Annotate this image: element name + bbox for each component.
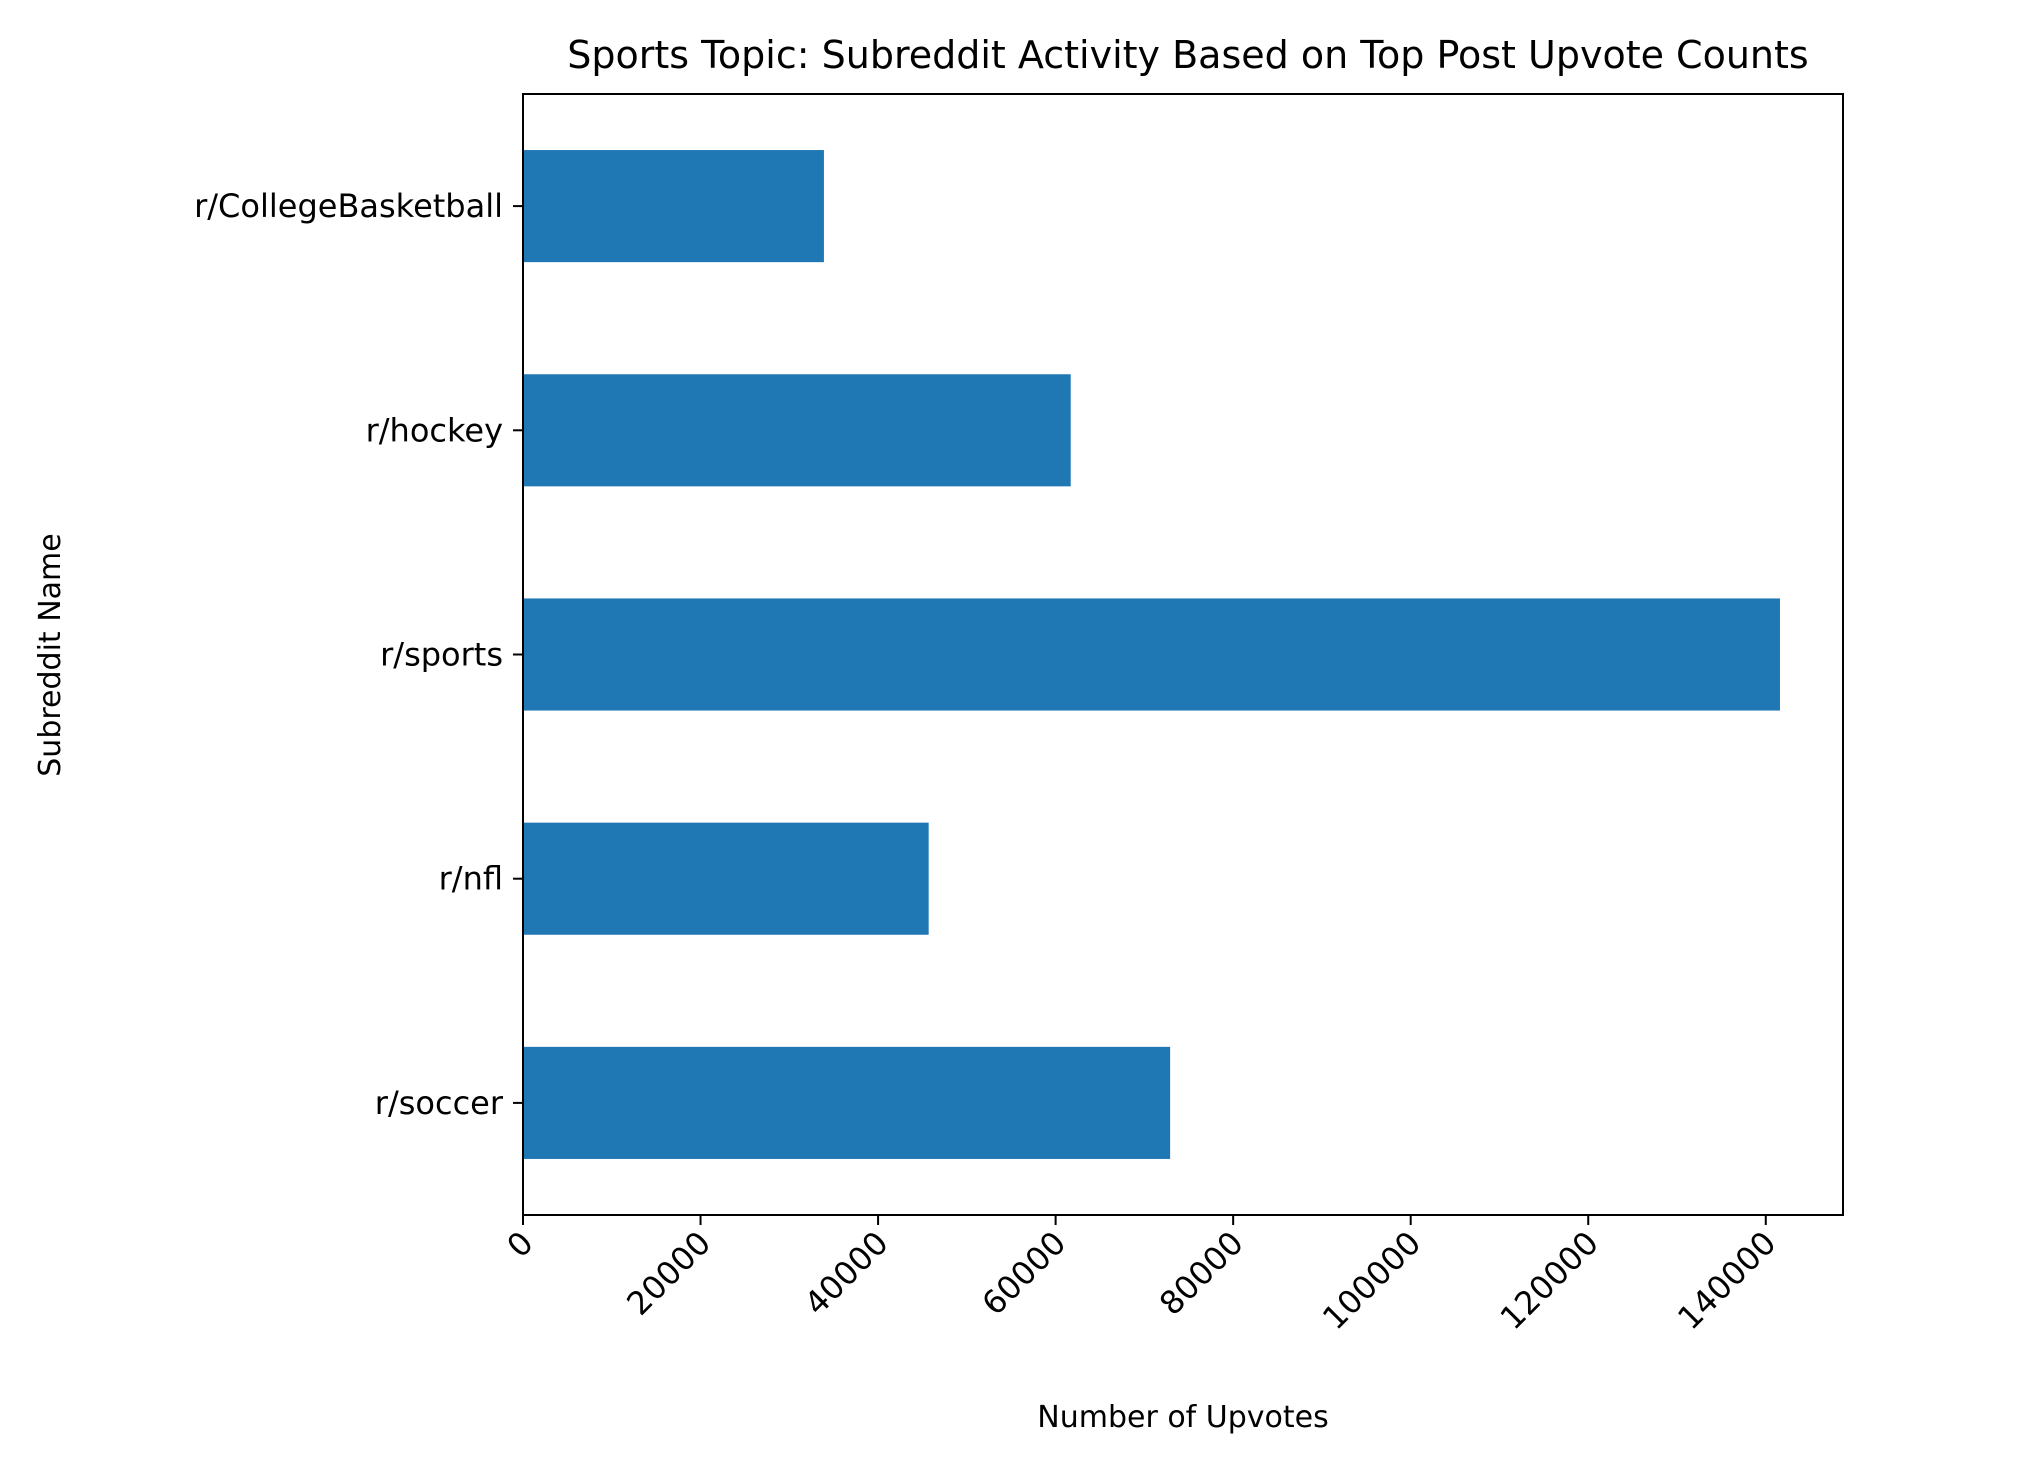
y-axis-ticks: r/CollegeBasketball r/hockey r/sports r/nfl… <box>194 187 523 1122</box>
bar <box>523 598 1780 711</box>
x-tick-label: 40000 <box>797 1224 896 1323</box>
x-tick-label: 120000 <box>1493 1224 1606 1337</box>
plot-frame <box>522 93 1844 1216</box>
bar <box>523 822 929 935</box>
y-axis-label: Subreddit Name <box>33 533 68 776</box>
y-tick-label: r/hockey <box>366 411 503 449</box>
x-tick-label: 140000 <box>1670 1224 1783 1337</box>
y-tick-label: r/CollegeBasketball <box>194 187 503 225</box>
x-tick-label: 80000 <box>1152 1224 1251 1323</box>
y-tick-label: r/nfl <box>439 860 503 898</box>
x-axis-ticks: 0 20000 40000 60000 80000 100000 120000 140000 <box>499 1215 1783 1337</box>
chart-title: Sports Topic: Subreddit Activity Based o… <box>567 33 1808 77</box>
x-tick-label: 100000 <box>1315 1224 1428 1337</box>
bars-group <box>523 150 1780 1159</box>
x-tick-label: 20000 <box>619 1224 718 1323</box>
y-tick-label: r/sports <box>380 636 503 674</box>
bar <box>523 150 824 263</box>
x-tick-label: 0 <box>499 1224 540 1265</box>
bar <box>523 1046 1171 1159</box>
y-tick-label: r/soccer <box>375 1084 504 1122</box>
x-axis-label: Number of Upvotes <box>1037 1400 1328 1435</box>
x-tick-label: 60000 <box>974 1224 1073 1323</box>
bar <box>523 374 1071 487</box>
